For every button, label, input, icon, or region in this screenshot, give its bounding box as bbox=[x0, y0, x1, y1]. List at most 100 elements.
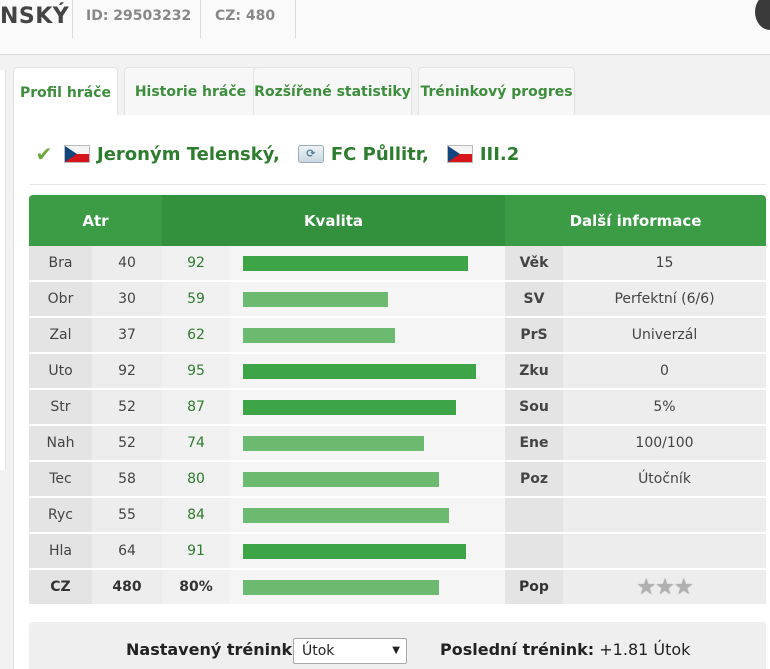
info-value: 100/100 bbox=[563, 426, 766, 460]
quality-bar-cell bbox=[230, 426, 505, 460]
info-label: SV bbox=[505, 282, 563, 316]
training-select[interactable]: Útok ▼ bbox=[293, 638, 407, 664]
czech-flag-icon bbox=[446, 145, 473, 163]
quality-bar bbox=[243, 327, 395, 343]
attribute-value: 30 bbox=[92, 282, 162, 316]
player-name-heading: NSKÝ bbox=[0, 4, 70, 29]
player-cz: CZ: 480 bbox=[215, 8, 276, 24]
attribute-row: Tec 58 80 Poz Útočník bbox=[29, 462, 766, 496]
info-value: 15 bbox=[563, 246, 766, 280]
attribute-name: Ryc bbox=[29, 498, 92, 532]
attribute-quality: 92 bbox=[162, 246, 230, 280]
quality-bar bbox=[243, 507, 449, 523]
summary-bar-cell bbox=[230, 570, 505, 604]
summary-label: CZ bbox=[29, 570, 92, 604]
info-value: Univerzál bbox=[563, 318, 766, 352]
attribute-value: 92 bbox=[92, 354, 162, 388]
quality-bar-cell bbox=[230, 390, 505, 424]
attribute-name: Str bbox=[29, 390, 92, 424]
attribute-name: Nah bbox=[29, 426, 92, 460]
info-value bbox=[563, 534, 766, 568]
czech-flag-icon bbox=[64, 145, 90, 163]
info-label: Poz bbox=[505, 462, 563, 496]
league-link[interactable]: III.2 bbox=[479, 143, 520, 165]
info-label: PrS bbox=[505, 318, 563, 352]
info-label: Sou bbox=[505, 390, 563, 424]
attribute-value: 37 bbox=[92, 318, 162, 352]
tab-rozsirene-statistiky[interactable]: Rozšířené statistiky bbox=[253, 67, 412, 115]
quality-bar-cell bbox=[230, 246, 505, 280]
attribute-name: Zal bbox=[29, 318, 92, 352]
player-id: ID: 29503232 bbox=[86, 8, 192, 24]
attribute-quality: 80 bbox=[162, 462, 230, 496]
attribute-quality: 87 bbox=[162, 390, 230, 424]
top-header: NSKÝ ID: 29503232 CZ: 480 bbox=[0, 0, 770, 55]
info-value: 0 bbox=[563, 354, 766, 388]
info-value: Útočník bbox=[563, 462, 766, 496]
summary-value: 480 bbox=[92, 570, 162, 604]
quality-bar bbox=[243, 363, 476, 379]
training-set-label: Nastavený trénink: bbox=[126, 640, 299, 659]
attribute-name: Hla bbox=[29, 534, 92, 568]
last-training-label: Poslední trénink: bbox=[440, 640, 595, 659]
popularity-label: Pop bbox=[505, 570, 563, 604]
quality-bar bbox=[243, 471, 439, 487]
attribute-row: Uto 92 95 Zku 0 bbox=[29, 354, 766, 388]
summary-quality-bar bbox=[243, 579, 439, 595]
attribute-name: Tec bbox=[29, 462, 92, 496]
quality-bar-cell bbox=[230, 462, 505, 496]
quality-bar-cell bbox=[230, 282, 505, 316]
column-header-attr: Atr bbox=[82, 211, 109, 230]
team-logo-icon: ⟳ bbox=[297, 145, 324, 163]
checkmark-icon: ✔ bbox=[35, 142, 53, 166]
last-training-value: +1.81 Útok bbox=[599, 640, 691, 659]
attribute-quality: 74 bbox=[162, 426, 230, 460]
divider bbox=[30, 184, 766, 185]
divider bbox=[200, 0, 201, 38]
attribute-value: 64 bbox=[92, 534, 162, 568]
attribute-row: Bra 40 92 Věk 15 bbox=[29, 246, 766, 280]
attribute-name: Uto bbox=[29, 354, 92, 388]
info-value: Perfektní (6/6) bbox=[563, 282, 766, 316]
attribute-row: Hla 64 91 bbox=[29, 534, 766, 568]
attributes-table-header: Atr Kvalita Další informace bbox=[29, 195, 766, 246]
attribute-value: 55 bbox=[92, 498, 162, 532]
quality-bar bbox=[243, 255, 468, 271]
attribute-name: Bra bbox=[29, 246, 92, 280]
last-training: Poslední trénink: +1.81 Útok bbox=[440, 640, 690, 659]
star-rating-icon: ★★★ bbox=[636, 574, 693, 600]
training-box: Nastavený trénink: Útok ▼ Poslední tréni… bbox=[29, 622, 766, 669]
attribute-value: 52 bbox=[92, 390, 162, 424]
attribute-row: Nah 52 74 Ene 100/100 bbox=[29, 426, 766, 460]
user-avatar-icon[interactable] bbox=[755, 0, 770, 30]
column-header-info: Další informace bbox=[569, 211, 702, 230]
info-label bbox=[505, 534, 563, 568]
attribute-value: 58 bbox=[92, 462, 162, 496]
attribute-value: 52 bbox=[92, 426, 162, 460]
info-label: Ene bbox=[505, 426, 563, 460]
club-link[interactable]: FC Půllitr, bbox=[330, 143, 429, 165]
left-edge bbox=[0, 70, 6, 470]
quality-bar bbox=[243, 291, 388, 307]
divider bbox=[72, 0, 73, 38]
attribute-row: Str 52 87 Sou 5% bbox=[29, 390, 766, 424]
tab-historie-hrace[interactable]: Historie hráče bbox=[124, 67, 257, 115]
tab-profil-hrace[interactable]: Profil hráče bbox=[13, 67, 118, 117]
attribute-row: Obr 30 59 SV Perfektní (6/6) bbox=[29, 282, 766, 316]
divider bbox=[295, 0, 296, 38]
attribute-quality: 59 bbox=[162, 282, 230, 316]
attribute-value: 40 bbox=[92, 246, 162, 280]
column-header-quality: Kvalita bbox=[303, 211, 364, 230]
quality-bar bbox=[243, 435, 424, 451]
attribute-row: Zal 37 62 PrS Univerzál bbox=[29, 318, 766, 352]
popularity-stars: ★★★ bbox=[563, 570, 766, 604]
info-label: Věk bbox=[505, 246, 563, 280]
tab-treninkovy-progres[interactable]: Tréninkový progres bbox=[418, 67, 575, 115]
summary-quality: 80% bbox=[162, 570, 230, 604]
quality-bar-cell bbox=[230, 354, 505, 388]
quality-bar-cell bbox=[230, 498, 505, 532]
attribute-quality: 91 bbox=[162, 534, 230, 568]
info-label bbox=[505, 498, 563, 532]
quality-bar-cell bbox=[230, 318, 505, 352]
player-full-name[interactable]: Jeroným Telenský, bbox=[97, 143, 280, 165]
